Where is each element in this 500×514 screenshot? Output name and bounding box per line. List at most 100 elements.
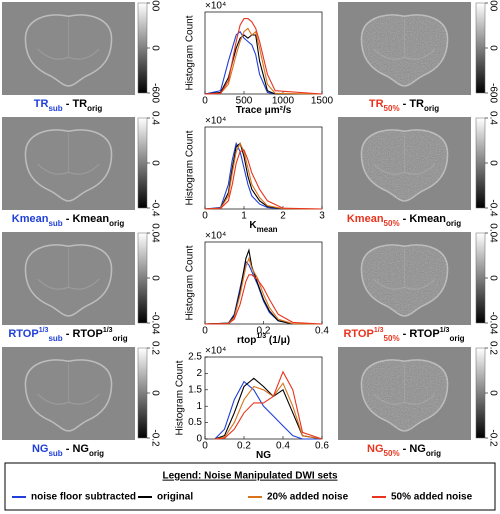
caption-part: orig — [426, 449, 441, 458]
caption-part: 50% — [384, 104, 400, 113]
caption-part: sub — [48, 104, 62, 113]
histogram-line — [204, 18, 323, 95]
caption: Kmeansub - Kmeanorig — [12, 213, 125, 228]
x-tick-label: 0 — [202, 441, 208, 452]
x-tick-label: 1500 — [311, 96, 334, 107]
colorbar-tick-label: 0.4 — [487, 111, 498, 125]
colorbar-tick-label: -600 — [149, 83, 160, 103]
caption: rtop1/3 (1/μ) — [237, 333, 290, 345]
colorbar-tick-label: 0 — [149, 390, 160, 396]
x-tick-label: 2 — [280, 211, 286, 222]
colorbar-tick-label: -0.04 — [149, 312, 160, 335]
caption: NG50% - NGorig — [367, 443, 441, 458]
caption-part: orig — [449, 334, 464, 343]
caption-part: 50% — [384, 449, 400, 458]
caption-part: 1/3 — [256, 333, 266, 340]
caption-part: orig — [109, 219, 124, 228]
y-tick-label: 1 — [196, 401, 202, 412]
y-tick-label: 2.5 — [188, 352, 202, 363]
legend-label: 50% added noise — [391, 492, 473, 503]
caption-part: orig — [424, 104, 439, 113]
caption-part: Kmean — [347, 213, 384, 225]
colorbar — [475, 347, 486, 439]
histogram-line — [204, 27, 323, 95]
colorbar-tick-label: 0 — [149, 275, 160, 281]
caption-part: Kmean — [12, 213, 49, 225]
colorbar-tick-label: 0.04 — [487, 223, 498, 243]
colorbar — [137, 347, 148, 439]
caption-part: - Kmean — [400, 213, 447, 225]
caption-part: orig — [89, 449, 104, 458]
colorbar-tick-label: 0.04 — [149, 223, 160, 243]
caption-part: - TR — [63, 98, 87, 110]
plot-frame — [204, 356, 323, 440]
legend-label: 20% added noise — [267, 492, 349, 503]
x-tick-label: 0.4 — [276, 441, 290, 452]
caption-part: orig — [446, 219, 461, 228]
y-multiplier: ×10⁴ — [205, 346, 226, 357]
caption-part: NG — [32, 443, 49, 455]
caption-part: - TR — [400, 98, 424, 110]
y-multiplier: ×10⁴ — [205, 116, 226, 127]
histogram-line — [204, 149, 323, 210]
histogram-line — [204, 274, 323, 325]
y-tick-label: 1.5 — [188, 384, 202, 395]
plot-frame — [204, 11, 323, 95]
histogram-line — [214, 380, 322, 440]
histogram-line — [204, 256, 323, 325]
y-axis-label: Histogram Count — [175, 360, 186, 435]
caption-part: 50% — [384, 219, 400, 228]
x-tick-label: 0 — [202, 96, 208, 107]
colorbar-tick-label: 0 — [487, 390, 498, 396]
caption: Kmean — [249, 220, 277, 234]
colorbar-tick-label: -0.2 — [149, 429, 160, 447]
caption: Kmean50% - Kmeanorig — [347, 213, 461, 228]
legend-label: noise floor subtracted — [31, 492, 136, 503]
colorbar — [137, 2, 148, 94]
caption-part: 1/3 — [103, 327, 113, 334]
caption: TR50% - TRorig — [369, 98, 439, 113]
caption-part: TR — [369, 98, 384, 110]
y-tick-label: 0 — [196, 434, 202, 445]
caption-part: orig — [87, 104, 102, 113]
histogram-line — [204, 34, 322, 95]
x-tick-label: 0.2 — [257, 326, 271, 337]
x-tick-label: 0 — [202, 326, 208, 337]
histogram-line — [214, 370, 323, 440]
colorbar — [137, 117, 148, 209]
x-tick-label: 1000 — [272, 96, 295, 107]
histogram-line — [204, 260, 322, 325]
histogram-line — [214, 382, 323, 440]
histogram-line — [204, 142, 322, 210]
legend-box — [4, 462, 496, 511]
y-tick-label: 2 — [196, 368, 202, 379]
caption-part: 1/3 — [39, 327, 49, 334]
colorbar-tick-label: -0.2 — [487, 429, 498, 447]
caption-part: TR — [34, 98, 49, 110]
caption-part: orig — [113, 334, 128, 343]
caption-part: - NG — [400, 443, 426, 455]
caption-part: (1/μ) — [266, 335, 290, 346]
caption-part: sub — [48, 219, 62, 228]
caption: RTOP1/350% - RTOP1/3orig — [343, 327, 464, 342]
caption-part: 1/3 — [440, 327, 450, 334]
caption-part: - NG — [63, 443, 89, 455]
histogram-line — [204, 30, 322, 95]
x-tick-label: 0.6 — [315, 441, 329, 452]
colorbar-tick-label: -0.4 — [149, 199, 160, 217]
x-tick-label: 0.2 — [237, 441, 251, 452]
colorbar — [475, 2, 486, 94]
caption-part: - RTOP — [400, 328, 440, 340]
caption-part: 50% — [384, 334, 400, 343]
colorbar-tick-label: 0.2 — [149, 341, 160, 355]
colorbar-tick-label: 0.2 — [487, 341, 498, 355]
caption: Trace μm²/s — [236, 105, 292, 116]
caption: RTOP1/3sub - RTOP1/3orig — [8, 327, 127, 342]
y-axis-label: Histogram Count — [185, 15, 196, 90]
caption-part: RTOP — [343, 328, 373, 340]
colorbar-tick-label: 0.4 — [149, 111, 160, 125]
caption-part: RTOP — [8, 328, 38, 340]
caption-part: - Kmean — [63, 213, 110, 225]
caption: NGsub - NGorig — [32, 443, 104, 458]
